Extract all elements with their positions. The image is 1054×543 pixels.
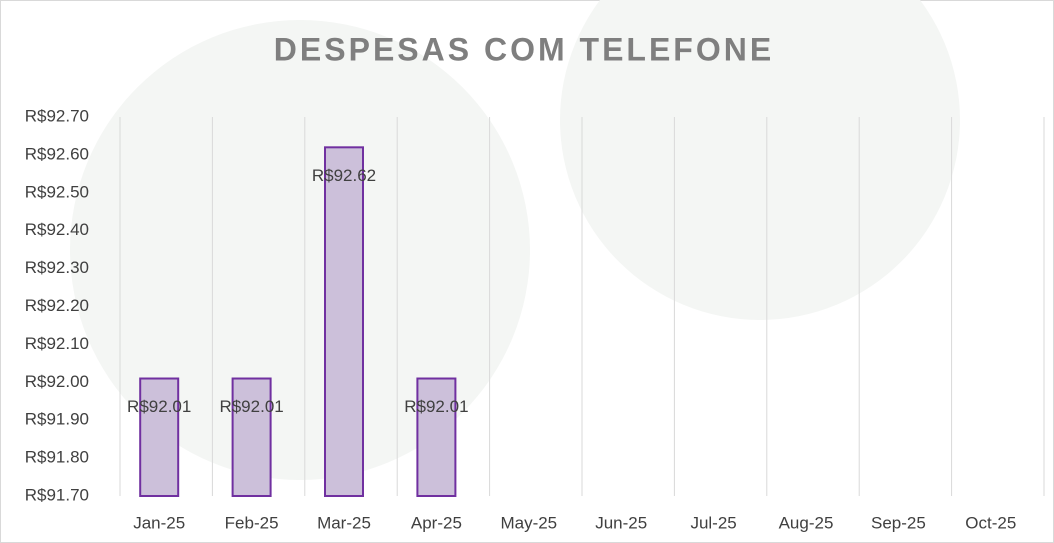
y-tick-label: R$91.90 [25,410,89,429]
data-label: R$92.62 [312,166,376,185]
y-tick-label: R$92.60 [25,144,89,163]
x-tick-label: May-25 [500,513,557,532]
y-tick-label: R$92.50 [25,182,89,201]
y-tick-label: R$91.70 [25,485,89,504]
y-tick-label: R$92.20 [25,296,89,315]
x-tick-label: Aug-25 [779,513,834,532]
page: {"chart_data": {"type": "bar", "title": … [0,0,1054,543]
y-tick-label: R$92.70 [25,106,89,125]
y-tick-label: R$92.10 [25,334,89,353]
chart: DESPESAS COM TELEFONE R$91.70 R$91.80 R$91… [0,0,1054,543]
y-tick-label: R$92.40 [25,220,89,239]
y-tick-label: R$91.80 [25,448,89,467]
x-tick-label: Jul-25 [690,513,736,532]
data-label: R$92.01 [127,397,191,416]
x-tick-label: Oct-25 [965,513,1016,532]
bar [325,147,363,496]
x-tick-label: Jan-25 [133,513,185,532]
data-label: R$92.01 [404,397,468,416]
x-tick-label: Sep-25 [871,513,926,532]
x-tick-label: Feb-25 [225,513,279,532]
x-tick-label: Mar-25 [317,513,371,532]
y-tick-label: R$92.00 [25,372,89,391]
x-tick-label: Jun-25 [595,513,647,532]
x-tick-label: Apr-25 [411,513,462,532]
y-tick-label: R$92.30 [25,258,89,277]
data-label: R$92.01 [219,397,283,416]
chart-title: DESPESAS COM TELEFONE [274,31,774,67]
